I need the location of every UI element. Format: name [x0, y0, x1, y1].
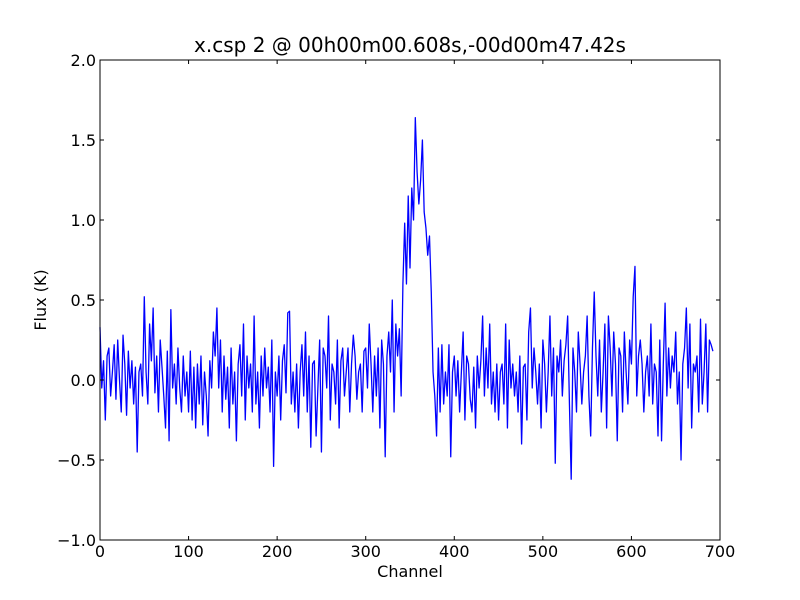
y-axis-label: Flux (K) [31, 269, 50, 330]
x-tick-label: 300 [350, 542, 381, 561]
y-tick-label: 1.0 [71, 211, 96, 230]
series-line [99, 116, 714, 480]
plot-background [100, 60, 720, 540]
x-tick-label: 700 [705, 542, 736, 561]
x-axis-label: Channel [377, 562, 443, 581]
x-axis: 0 100 200 300 400 500 600 700 [95, 60, 735, 561]
y-tick-label: 2.0 [71, 51, 96, 70]
x-tick-label: 500 [528, 542, 559, 561]
x-tick-label: 400 [439, 542, 470, 561]
x-tick-label: 0 [95, 542, 105, 561]
series-layer [99, 116, 714, 480]
y-tick-label: 1.5 [71, 131, 96, 150]
y-tick-label: 0.5 [71, 291, 96, 310]
y-tick-label: −1.0 [57, 531, 96, 550]
plot-area: 0 100 200 300 400 500 600 700 −1.0 −0.5 0.0 0.5 1.0… [57, 51, 735, 561]
x-tick-label: 200 [262, 542, 293, 561]
y-axis: −1.0 −0.5 0.0 0.5 1.0 1.5 2.0 [57, 51, 720, 550]
chart-title: x.csp 2 @ 00h00m00.608s,-00d00m47.42s [194, 33, 626, 57]
x-tick-label: 600 [616, 542, 647, 561]
y-tick-label: −0.5 [57, 451, 96, 470]
y-tick-label: 0.0 [71, 371, 96, 390]
x-tick-label: 100 [173, 542, 204, 561]
